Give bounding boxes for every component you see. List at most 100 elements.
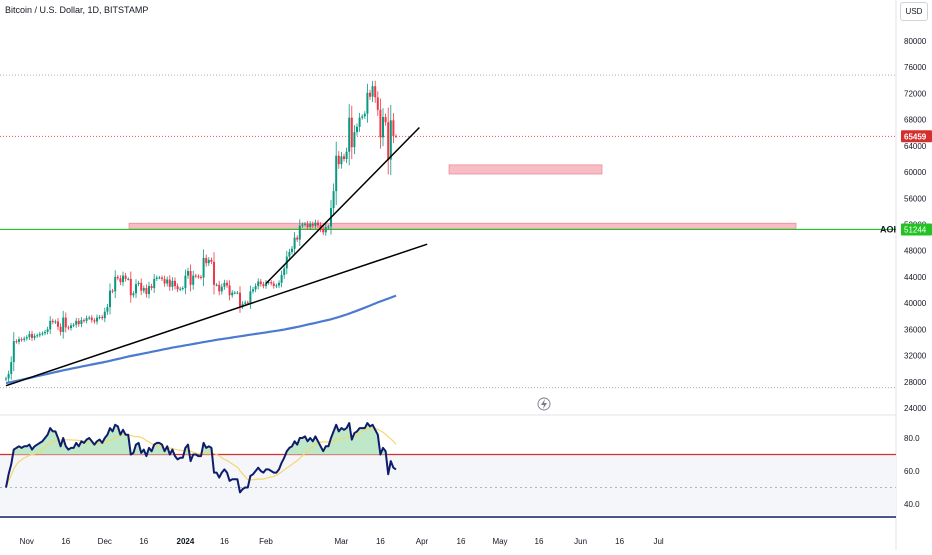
candle-body	[23, 338, 26, 340]
candle-body	[187, 271, 189, 276]
candle	[161, 275, 163, 281]
candle-body	[392, 120, 395, 137]
candle-body	[31, 333, 33, 338]
candle-body	[207, 259, 210, 264]
candle	[254, 283, 257, 293]
time-tick-label: 2024	[177, 537, 195, 546]
candle-body	[18, 339, 20, 342]
candle-body	[77, 320, 80, 325]
candle	[311, 221, 314, 229]
candle-body	[241, 303, 244, 307]
aoi-price-label: 51244	[904, 225, 927, 234]
candle-body	[395, 136, 397, 138]
candle	[83, 318, 85, 323]
rsi-tick-label: 60.0	[904, 467, 920, 476]
price-tick-label: 36000	[904, 325, 927, 334]
candle-body	[176, 286, 179, 290]
candle	[226, 280, 228, 289]
time-tick-label: Jun	[574, 537, 587, 546]
candle	[265, 280, 267, 289]
candle	[103, 307, 106, 323]
candle	[98, 315, 101, 320]
price-tick-label: 40000	[904, 299, 927, 308]
candle-body	[122, 275, 124, 283]
candle-body	[168, 279, 171, 287]
candle	[179, 286, 182, 292]
candle	[392, 113, 395, 144]
ema-layer	[5, 294, 397, 385]
time-tick-label: 16	[220, 537, 229, 546]
candle	[153, 274, 156, 293]
candle	[343, 153, 345, 162]
candle	[382, 108, 384, 147]
candle	[12, 332, 15, 372]
price-tick-label: 28000	[904, 378, 927, 387]
candle-body	[101, 316, 104, 319]
lightning-icon-bolt	[541, 399, 547, 409]
candle-body	[44, 331, 46, 334]
candle-body	[12, 341, 15, 363]
candle	[116, 274, 119, 281]
currency-button[interactable]: USD	[900, 2, 928, 21]
time-tick-label: Mar	[335, 537, 349, 546]
candle	[132, 290, 135, 298]
horizontal-lines-layer	[0, 74, 896, 389]
price-tick-label: 24000	[904, 404, 927, 413]
candle-body	[114, 276, 117, 292]
candle-body	[200, 276, 202, 278]
candle-body	[283, 268, 286, 275]
candle	[233, 291, 236, 295]
candle-body	[33, 335, 36, 338]
candle	[395, 134, 397, 139]
candle	[142, 285, 145, 294]
candle	[57, 318, 59, 331]
candle	[374, 80, 377, 103]
candle	[384, 113, 387, 126]
candle	[324, 223, 327, 236]
candle-body	[205, 257, 208, 264]
candle	[356, 123, 358, 136]
candle-body	[202, 257, 205, 278]
candle-body	[98, 316, 101, 318]
candle	[85, 315, 88, 324]
candle-body	[363, 113, 366, 117]
candle-body	[267, 282, 270, 284]
candle-body	[28, 333, 31, 338]
candle	[379, 98, 382, 149]
zones-layer	[128, 164, 797, 230]
candle	[291, 245, 293, 255]
candle	[51, 318, 54, 325]
candle	[327, 224, 330, 229]
candle	[220, 283, 223, 295]
time-tick-label: Nov	[20, 537, 34, 546]
candle	[194, 273, 197, 279]
price-tick-label: 32000	[904, 352, 927, 361]
candle-body	[353, 132, 356, 148]
candle	[337, 151, 340, 169]
candle	[145, 284, 148, 298]
candle	[124, 272, 127, 282]
candle	[189, 264, 192, 292]
price-tick-label: 60000	[904, 168, 927, 177]
time-tick-label: May	[492, 537, 507, 546]
candle-body	[155, 277, 158, 279]
candle-body	[356, 126, 358, 133]
candle	[171, 277, 174, 291]
candle-body	[249, 291, 252, 304]
candle-body	[335, 155, 338, 192]
trendlines-layer	[5, 126, 428, 387]
candle	[215, 283, 218, 287]
candle	[205, 254, 208, 267]
candle	[376, 91, 379, 116]
candle	[129, 271, 132, 303]
candle	[239, 286, 241, 313]
candle	[278, 280, 280, 289]
candle	[148, 281, 150, 299]
candle-body	[67, 327, 70, 329]
candle-body	[116, 276, 119, 279]
candle-body	[215, 284, 218, 286]
price-tick-label: 48000	[904, 247, 927, 256]
candle	[168, 275, 171, 291]
